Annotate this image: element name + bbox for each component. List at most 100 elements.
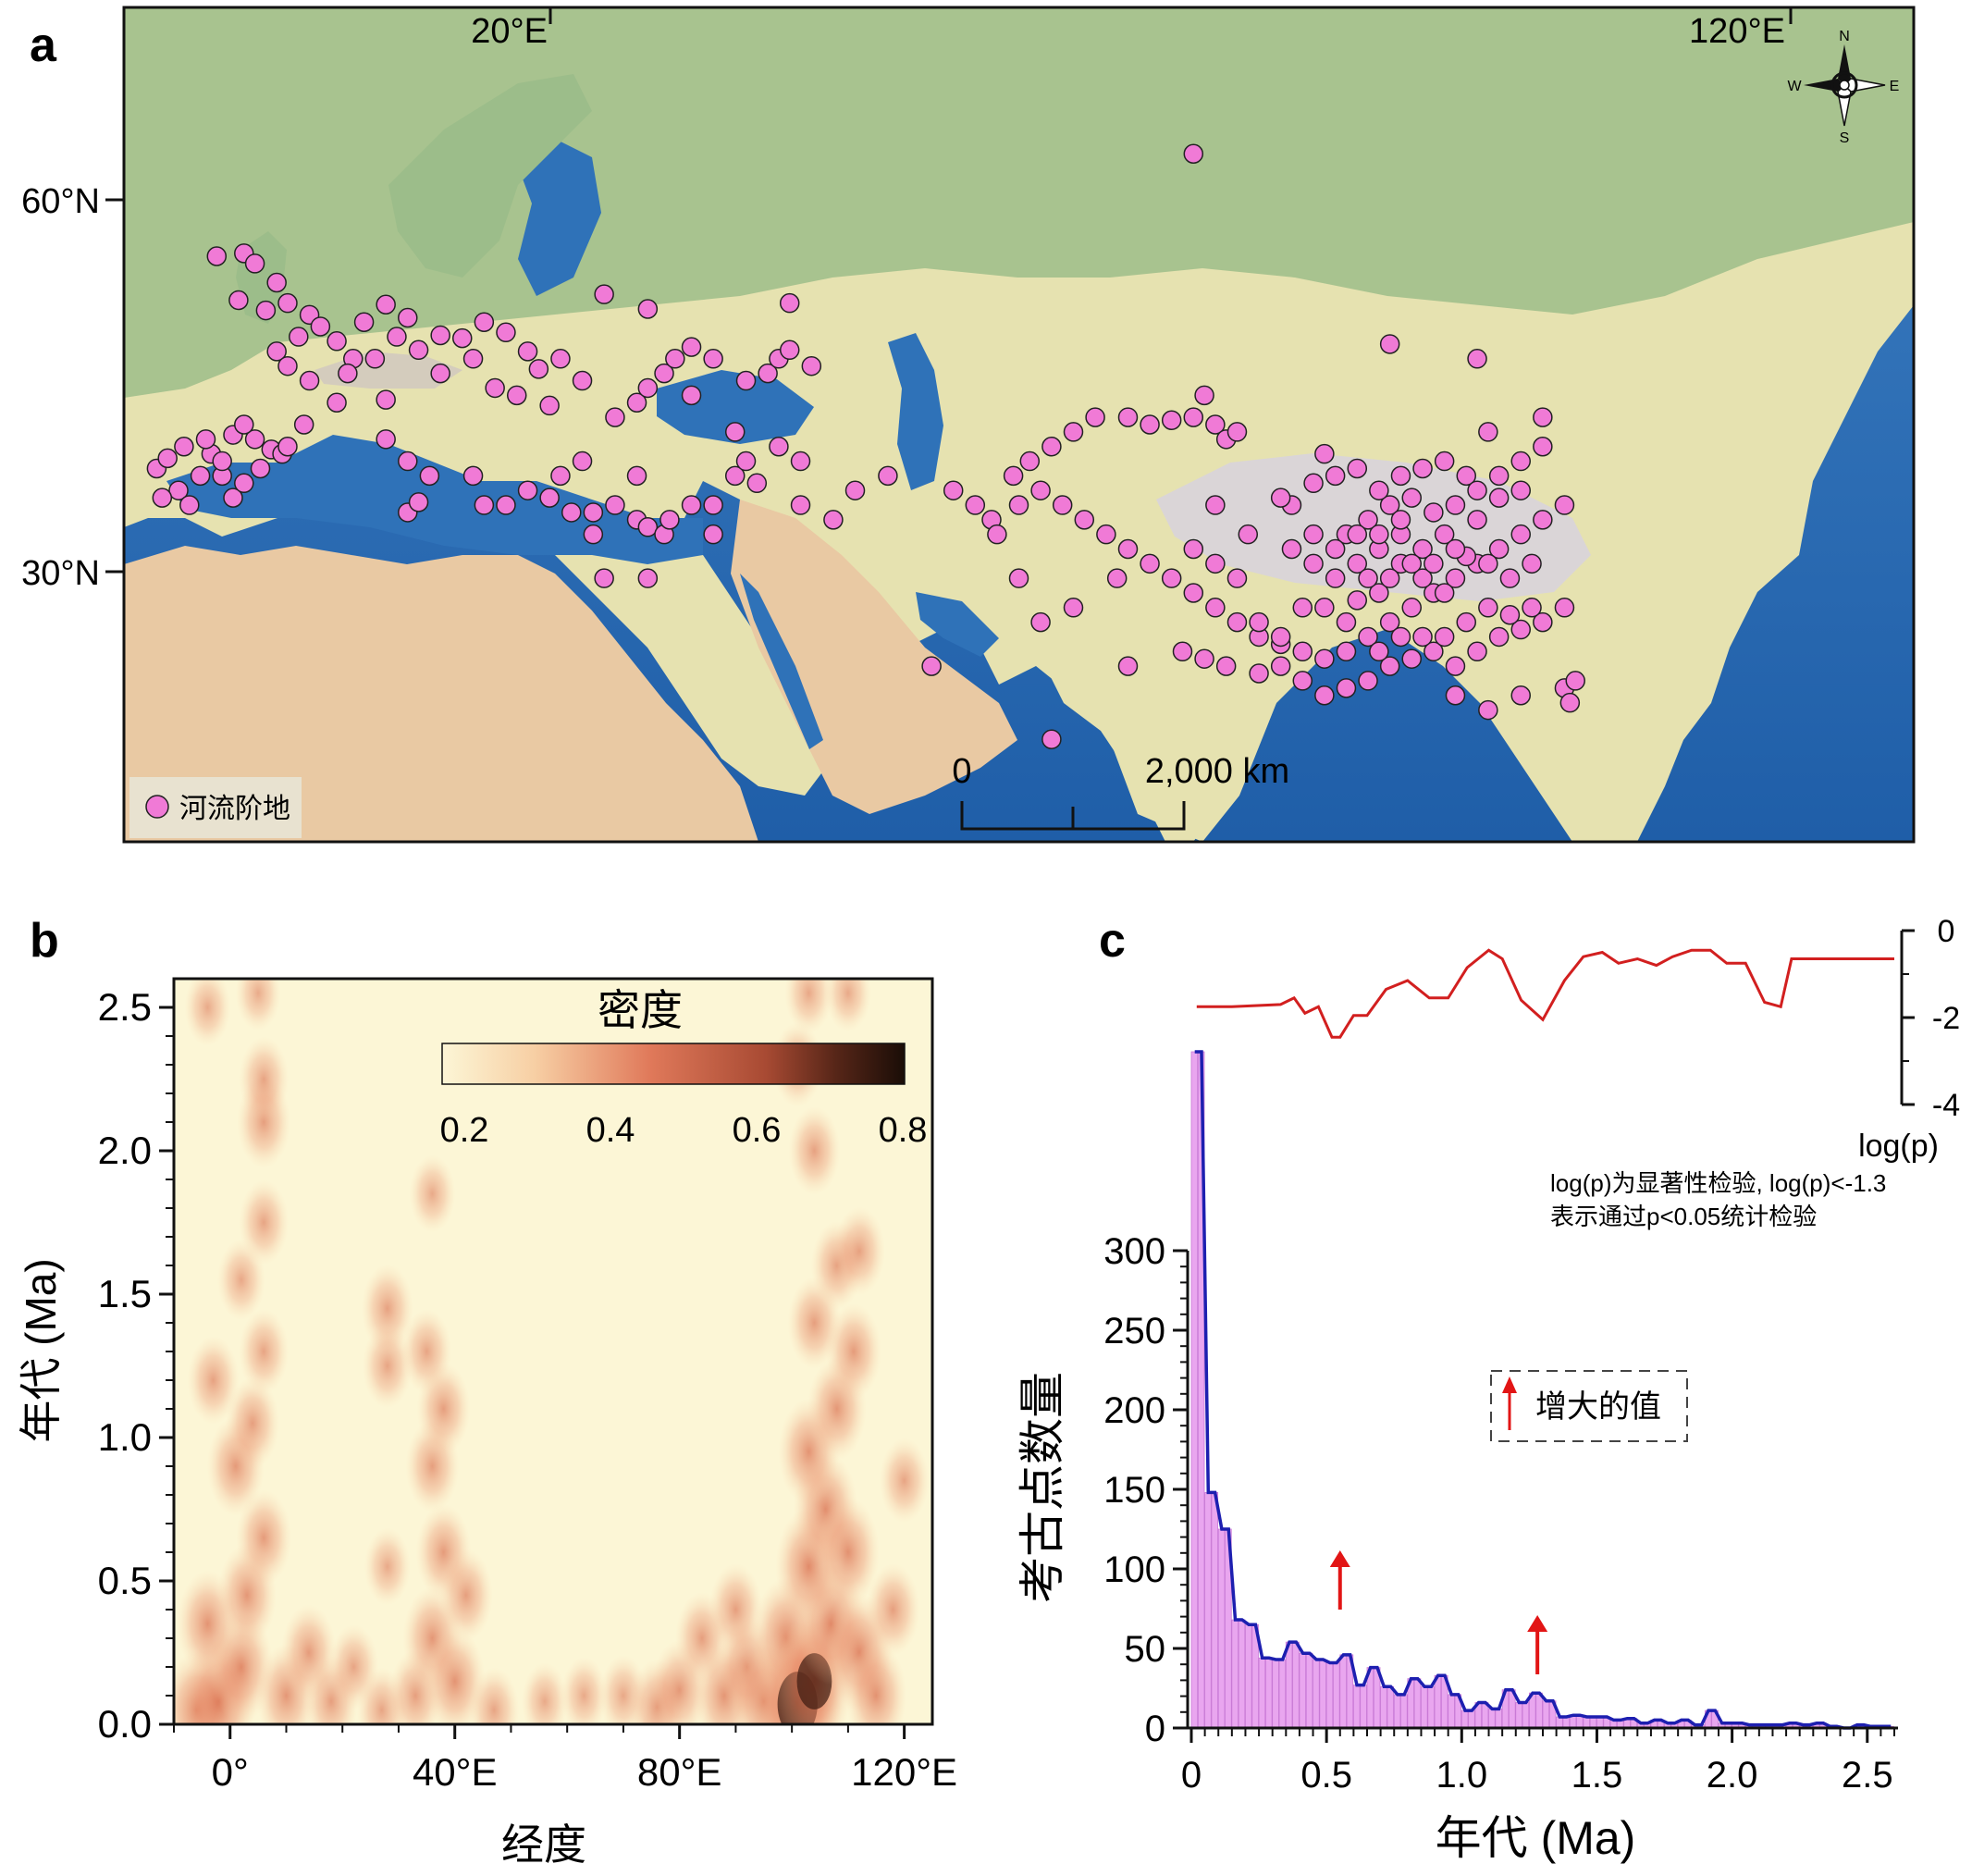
density-hotspot — [824, 979, 871, 1032]
site-marker — [758, 363, 778, 384]
logp-axis-label: log(p) — [1858, 1129, 1939, 1164]
scale-bar-start: 0 — [952, 752, 971, 791]
site-marker — [528, 359, 549, 379]
site-marker — [561, 502, 582, 523]
site-marker — [1041, 729, 1062, 749]
site-marker — [1003, 465, 1024, 487]
site-marker — [1063, 598, 1084, 618]
site-marker — [654, 363, 674, 384]
site-marker — [398, 307, 418, 328]
density-hotspot — [521, 1662, 568, 1724]
site-marker — [152, 488, 173, 508]
density-hotspot — [784, 979, 833, 1034]
site-marker — [746, 473, 768, 494]
hist-bar — [1427, 1685, 1435, 1729]
site-marker — [1019, 450, 1041, 472]
sea-red — [740, 574, 823, 749]
site-marker — [1456, 465, 1476, 487]
site-marker — [266, 272, 287, 293]
site-marker — [1565, 671, 1585, 691]
site-marker — [1052, 495, 1073, 515]
hist-bar — [1495, 1708, 1502, 1729]
site-marker — [1412, 538, 1433, 560]
hist-y-tick-label: 50 — [1125, 1629, 1166, 1670]
density-hotspot — [239, 1036, 290, 1122]
heatmap-density — [174, 979, 930, 1724]
site-marker — [212, 450, 232, 472]
site-marker — [637, 517, 659, 537]
site-marker — [1510, 524, 1531, 545]
hist-bar — [1238, 1619, 1246, 1729]
y-tick-label: 0.0 — [98, 1702, 152, 1746]
site-marker — [1554, 495, 1575, 515]
hist-bar — [1231, 1619, 1239, 1729]
site-marker — [539, 395, 560, 416]
site-marker — [244, 253, 265, 274]
site-marker — [1347, 590, 1368, 611]
density-hotspot — [235, 979, 281, 1031]
site-marker — [1510, 619, 1531, 640]
site-marker — [228, 290, 249, 311]
site-marker — [387, 327, 407, 347]
site-marker — [583, 502, 604, 523]
site-marker — [277, 292, 298, 314]
site-marker — [1303, 524, 1324, 545]
lon-tick-label-20e: 20°E — [471, 12, 548, 51]
site-marker — [1325, 465, 1346, 487]
site-marker — [1554, 598, 1575, 618]
site-marker — [1424, 502, 1444, 523]
site-marker — [1292, 671, 1313, 691]
compass-w: W — [1787, 79, 1802, 94]
hist-bar — [1305, 1652, 1313, 1729]
hist-bar — [1360, 1685, 1367, 1729]
panel-a: a 20°E 120°E 60°N 30°N — [21, 6, 1916, 844]
site-marker — [572, 370, 593, 391]
land-scandinavia — [388, 74, 592, 278]
site-marker — [1183, 407, 1204, 427]
site-marker — [398, 450, 418, 472]
site-marker — [244, 429, 265, 450]
site-marker — [1106, 568, 1128, 588]
logp-tick-label: -2 — [1932, 1001, 1960, 1036]
map-legend: 河流阶地 — [129, 777, 302, 838]
colorbar-tick-0.4: 0.4 — [586, 1111, 635, 1150]
site-marker — [1533, 510, 1553, 530]
site-marker — [1401, 648, 1423, 669]
colorbar-title: 密度 — [598, 986, 683, 1034]
site-marker — [299, 370, 320, 391]
density-hotspot — [833, 1206, 886, 1296]
density-hotspot — [561, 1657, 608, 1724]
hist-bar — [1272, 1659, 1279, 1729]
site-marker — [1510, 685, 1531, 706]
site-marker — [1226, 422, 1248, 442]
hist-y-tick-label: 250 — [1103, 1311, 1165, 1351]
site-marker — [1510, 450, 1531, 472]
land-africa — [124, 546, 758, 842]
density-hotspot — [184, 979, 231, 1046]
site-marker — [517, 480, 538, 500]
hist-bar — [1421, 1685, 1428, 1729]
legend-increase-label: 增大的值 — [1535, 1389, 1661, 1425]
panel-c: c 0 -2 -4 log(p) log(p)为显著性检验, log(p)<-1.3… — [1017, 914, 1960, 1864]
map-border — [122, 6, 1916, 844]
legend-site-label: 河流阶地 — [179, 794, 290, 824]
density-hotspot — [239, 1309, 290, 1394]
sea-mediterranean — [166, 435, 703, 564]
site-marker — [419, 465, 440, 487]
logp-panel: 0 -2 -4 — [1196, 914, 1960, 1123]
site-marker — [769, 436, 789, 457]
site-marker — [735, 450, 757, 472]
density-hotspot — [236, 1489, 292, 1586]
hist-y-tick-label: 200 — [1103, 1390, 1165, 1431]
logp-note-line1: log(p)为显著性检验, log(p)<-1.3 — [1550, 1169, 1886, 1197]
hist-y-tick-label: 150 — [1103, 1470, 1165, 1511]
density-hotspot — [816, 1497, 880, 1608]
site-marker — [364, 349, 386, 369]
site-marker — [1390, 465, 1411, 487]
site-marker — [1303, 553, 1324, 574]
site-marker — [1183, 143, 1204, 164]
site-marker — [277, 436, 298, 457]
site-marker — [293, 414, 314, 435]
density-hotspot — [239, 1179, 290, 1265]
site-marker — [1488, 538, 1510, 560]
